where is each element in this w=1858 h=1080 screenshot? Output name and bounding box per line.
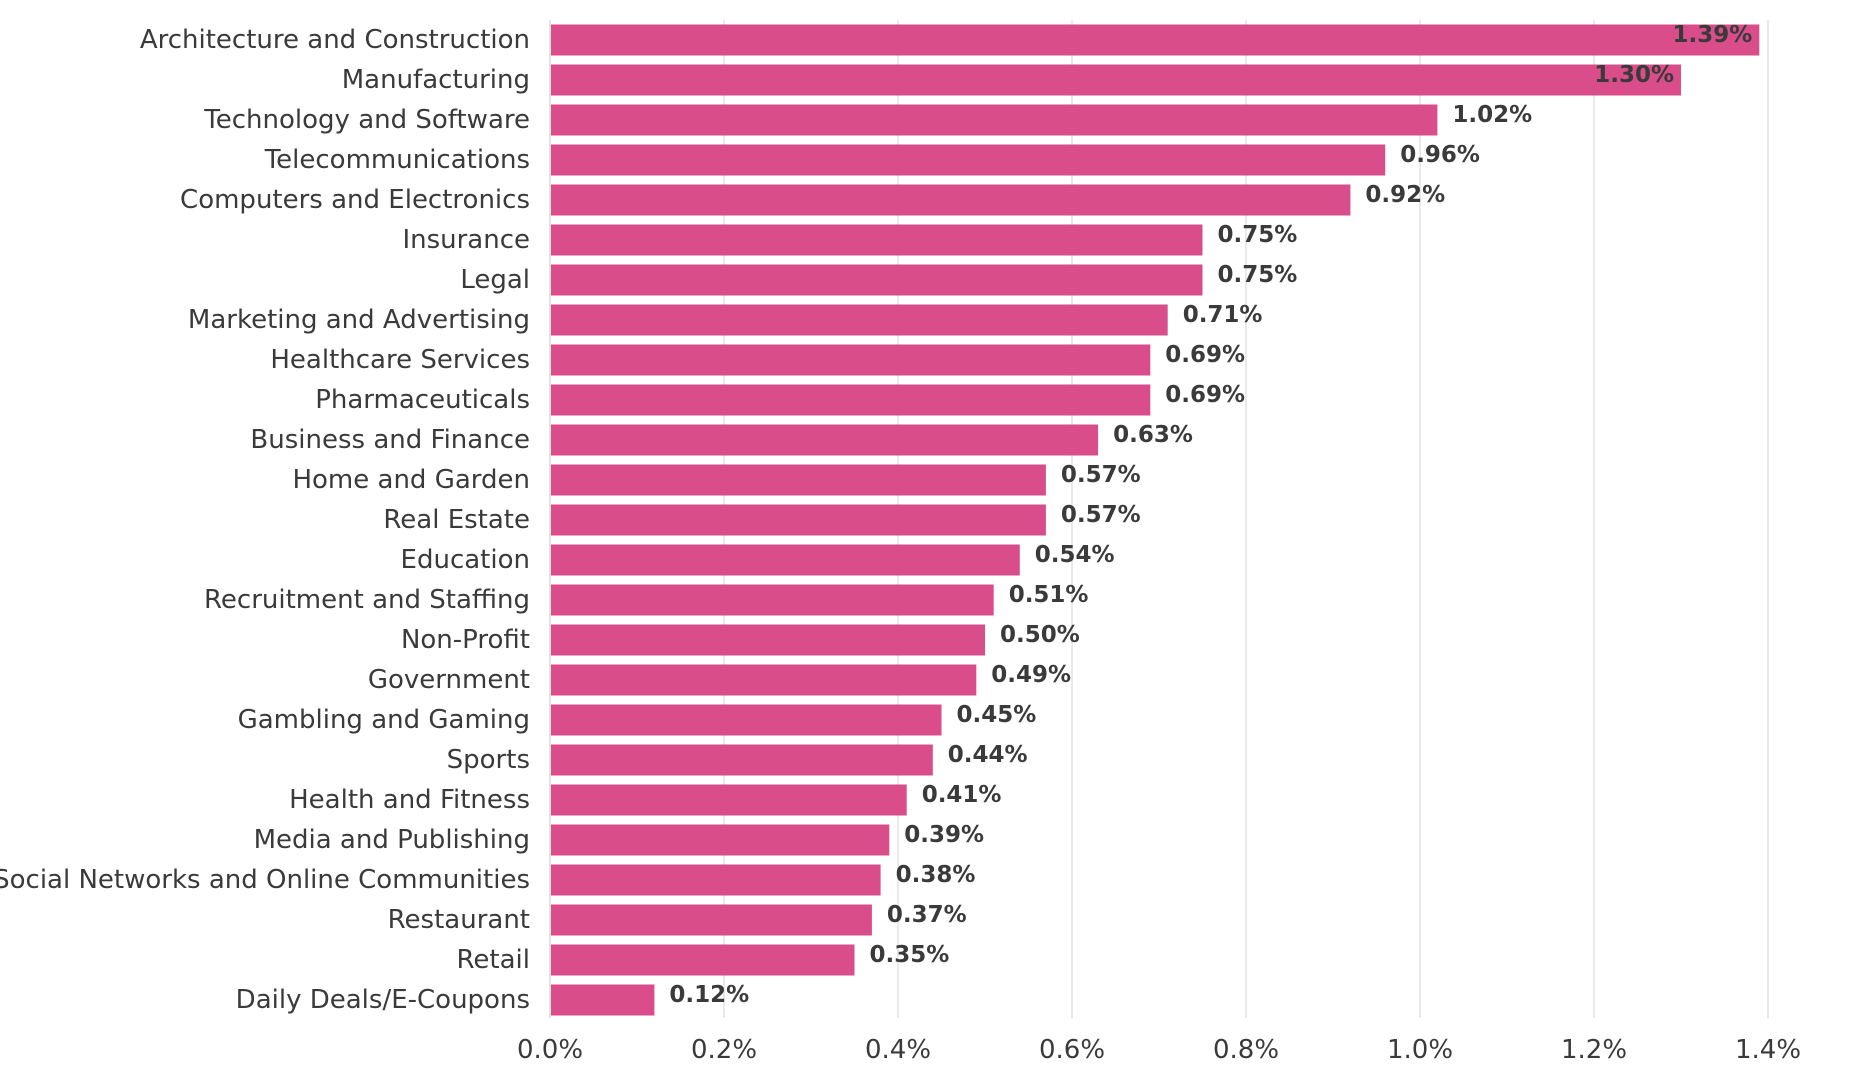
category-label-17: Gambling and Gaming <box>238 705 530 735</box>
bar-1 <box>551 64 1681 96</box>
category-label-20: Media and Publishing <box>254 825 530 855</box>
bar-12 <box>551 504 1046 536</box>
value-label-17: 0.45% <box>957 702 1037 728</box>
value-label-18: 0.44% <box>948 742 1028 768</box>
value-label-4: 0.92% <box>1365 182 1445 208</box>
bar-20 <box>551 824 890 856</box>
category-label-11: Home and Garden <box>292 465 530 495</box>
x-tick-label-4: 0.8% <box>1213 1035 1279 1065</box>
category-label-8: Healthcare Services <box>270 345 530 375</box>
value-label-3: 0.96% <box>1400 142 1480 168</box>
bar-2 <box>551 104 1438 136</box>
category-labels: Architecture and Construction Manufacturi… <box>0 25 530 1015</box>
category-label-14: Recruitment and Staffing <box>204 585 530 615</box>
value-label-1: 1.30% <box>1594 62 1674 88</box>
category-label-2: Technology and Software <box>203 105 530 135</box>
bar-6 <box>551 264 1203 296</box>
x-axis-ticks: 0.0% 0.2% 0.4% 0.6% 0.8% 1.0% 1.2% 1.4% <box>517 1035 1801 1065</box>
value-label-14: 0.51% <box>1009 582 1089 608</box>
bar-19 <box>551 784 907 816</box>
category-label-5: Insurance <box>402 225 530 255</box>
x-tick-label-2: 0.4% <box>865 1035 931 1065</box>
category-label-12: Real Estate <box>383 505 530 535</box>
category-label-1: Manufacturing <box>342 65 530 95</box>
value-label-11: 0.57% <box>1061 462 1141 488</box>
bar-14 <box>551 584 994 616</box>
bar-10 <box>551 424 1099 456</box>
value-label-6: 0.75% <box>1218 262 1298 288</box>
category-label-0: Architecture and Construction <box>140 25 530 55</box>
category-label-7: Marketing and Advertising <box>188 305 530 335</box>
category-label-4: Computers and Electronics <box>180 185 530 215</box>
category-label-24: Daily Deals/E-Coupons <box>236 985 530 1015</box>
bar-24 <box>551 984 655 1016</box>
category-label-18: Sports <box>447 745 530 775</box>
bar-13 <box>551 544 1020 576</box>
category-label-9: Pharmaceuticals <box>315 385 530 415</box>
x-tick-label-3: 0.6% <box>1039 1035 1105 1065</box>
value-label-19: 0.41% <box>922 782 1002 808</box>
value-label-12: 0.57% <box>1061 502 1141 528</box>
value-label-24: 0.12% <box>669 982 749 1008</box>
bar-15 <box>551 624 985 656</box>
category-label-13: Education <box>401 545 530 575</box>
bar-0 <box>551 24 1760 56</box>
value-label-10: 0.63% <box>1113 422 1193 448</box>
bar-16 <box>551 664 977 696</box>
bar-8 <box>551 344 1151 376</box>
x-tick-label-0: 0.0% <box>517 1035 583 1065</box>
category-label-21: Social Networks and Online Communities <box>0 865 530 895</box>
x-tick-label-5: 1.0% <box>1387 1035 1453 1065</box>
bars <box>551 24 1760 1016</box>
value-label-21: 0.38% <box>896 862 976 888</box>
value-label-13: 0.54% <box>1035 542 1115 568</box>
bar-4 <box>551 184 1351 216</box>
x-tick-label-1: 0.2% <box>691 1035 757 1065</box>
bar-3 <box>551 144 1386 176</box>
x-tick-label-6: 1.2% <box>1561 1035 1627 1065</box>
bar-22 <box>551 904 872 936</box>
value-label-8: 0.69% <box>1165 342 1245 368</box>
value-label-0: 1.39% <box>1673 22 1753 48</box>
value-label-5: 0.75% <box>1218 222 1298 248</box>
value-label-22: 0.37% <box>887 902 967 928</box>
value-labels: 1.39% 1.30% 1.02% 0.96% 0.92% 0.75% 0.75% 0.71%… <box>669 22 1752 1008</box>
value-label-9: 0.69% <box>1165 382 1245 408</box>
bar-7 <box>551 304 1168 336</box>
bar-17 <box>551 704 942 736</box>
value-label-20: 0.39% <box>904 822 984 848</box>
category-label-19: Health and Fitness <box>289 785 530 815</box>
bar-5 <box>551 224 1203 256</box>
category-label-15: Non-Profit <box>401 625 530 655</box>
value-label-2: 1.02% <box>1452 102 1532 128</box>
value-label-15: 0.50% <box>1000 622 1080 648</box>
value-label-7: 0.71% <box>1183 302 1263 328</box>
value-label-23: 0.35% <box>870 942 950 968</box>
bar-18 <box>551 744 933 776</box>
category-label-3: Telecommunications <box>264 145 530 175</box>
category-label-23: Retail <box>457 945 530 975</box>
category-label-10: Business and Finance <box>250 425 530 455</box>
x-tick-label-7: 1.4% <box>1735 1035 1801 1065</box>
category-label-22: Restaurant <box>388 905 530 935</box>
bar-11 <box>551 464 1046 496</box>
category-label-6: Legal <box>460 265 530 295</box>
bar-21 <box>551 864 881 896</box>
bar-9 <box>551 384 1151 416</box>
bar-23 <box>551 944 855 976</box>
category-label-16: Government <box>368 665 530 695</box>
value-label-16: 0.49% <box>991 662 1071 688</box>
